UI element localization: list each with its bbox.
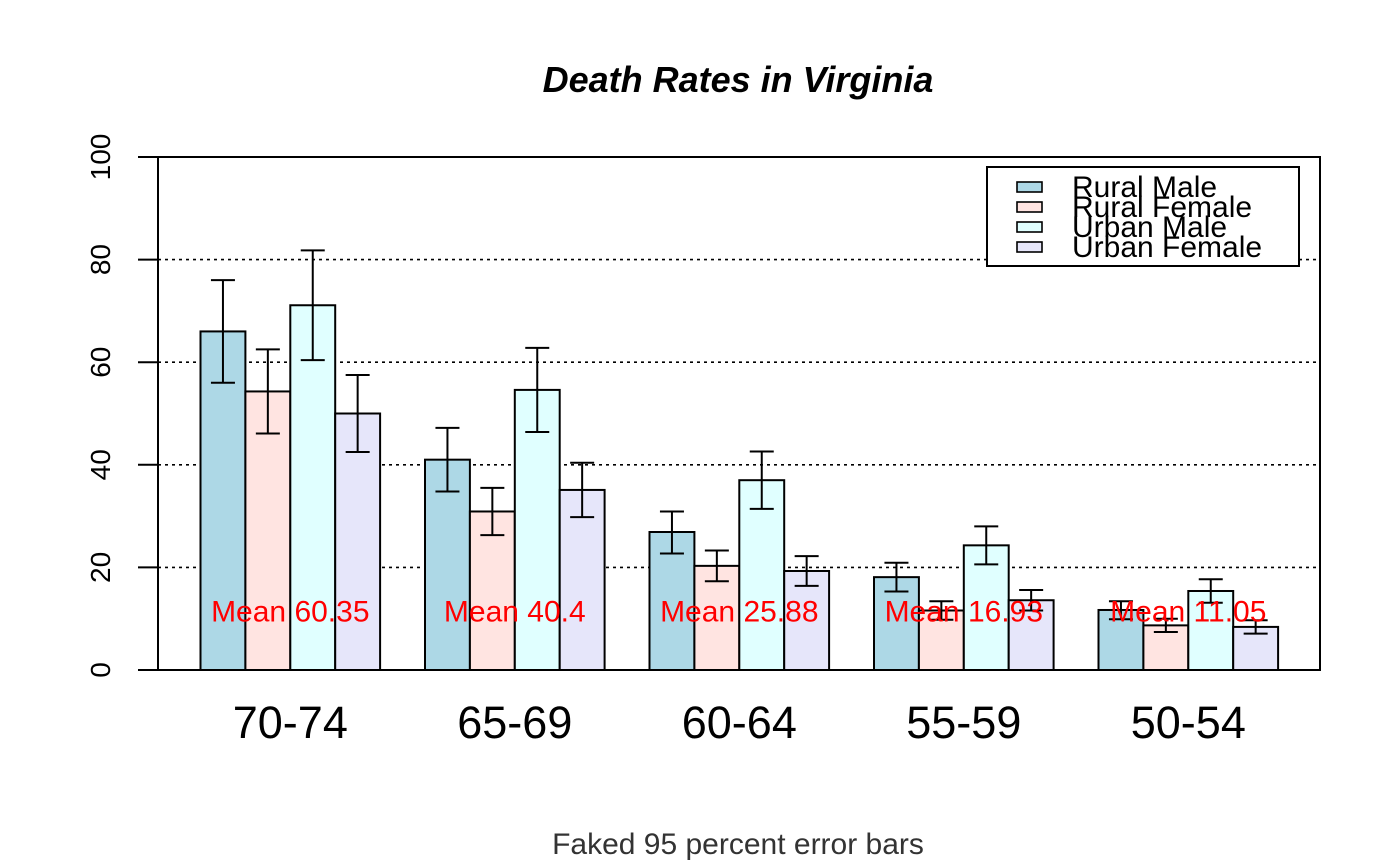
y-axis: 0 20 40 60 80 100 [85, 134, 1321, 678]
legend-swatch [1016, 221, 1043, 233]
legend-label: Rural Male [1072, 171, 1217, 204]
mean-annotation: Mean 25.88 [660, 595, 818, 628]
y-tick-label: 0 [85, 662, 116, 678]
mean-annotation: Mean 60.35 [211, 595, 369, 628]
y-tick-label: 100 [85, 134, 116, 181]
x-tick-label: 70-74 [233, 697, 348, 748]
bar [289, 304, 337, 671]
x-axis-labels: 70-74 65-69 60-64 55-59 50-54 [233, 697, 1246, 748]
bar [1187, 589, 1235, 671]
legend-label: Rural Female [1072, 191, 1252, 224]
mean-annotation: Mean 40.4 [444, 595, 586, 628]
y-tick-label: 40 [85, 449, 116, 480]
bar [199, 330, 247, 671]
mean-annotations: Mean 60.35 Mean 40.4 Mean 25.88 Mean 16.93 M… [211, 595, 1266, 628]
error-bars [210, 249, 1268, 635]
chart-subtitle: Faked 95 percent error bars [552, 828, 924, 861]
x-tick-label: 55-59 [906, 697, 1021, 748]
legend-swatch [1016, 201, 1043, 213]
x-tick-label: 50-54 [1131, 697, 1246, 748]
bars [199, 304, 1280, 672]
bar [648, 531, 696, 671]
y-tick-label: 20 [85, 552, 116, 583]
legend-label: Urban Female [1072, 231, 1262, 264]
mean-annotation: Mean 11.05 [1110, 595, 1266, 628]
y-tick-label: 60 [85, 347, 116, 378]
legend-swatch [1016, 181, 1043, 193]
legend-swatch [1016, 241, 1043, 253]
mean-annotation: Mean 16.93 [885, 595, 1043, 628]
chart-title: Death Rates in Virginia [543, 59, 934, 100]
x-tick-label: 60-64 [682, 697, 797, 748]
legend-label: Urban Male [1072, 211, 1227, 244]
y-tick-label: 80 [85, 244, 116, 275]
bar [783, 569, 831, 672]
x-tick-label: 65-69 [457, 697, 572, 748]
